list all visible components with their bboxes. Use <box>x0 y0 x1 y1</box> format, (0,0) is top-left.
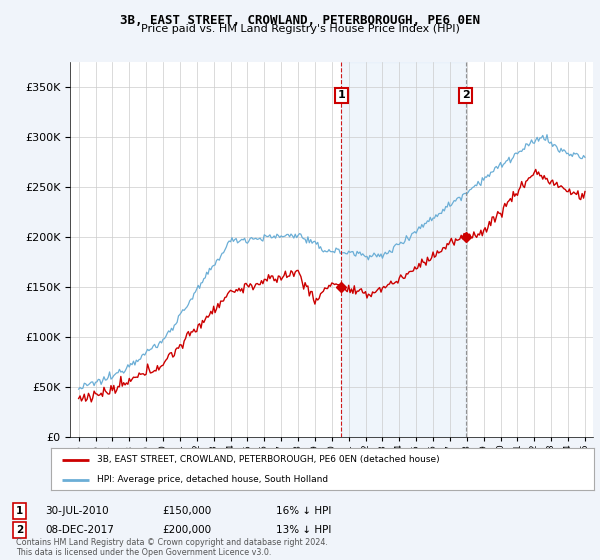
Text: 3B, EAST STREET, CROWLAND, PETERBOROUGH, PE6 0EN: 3B, EAST STREET, CROWLAND, PETERBOROUGH,… <box>120 14 480 27</box>
Text: 08-DEC-2017: 08-DEC-2017 <box>45 525 114 535</box>
Text: Price paid vs. HM Land Registry's House Price Index (HPI): Price paid vs. HM Land Registry's House … <box>140 24 460 34</box>
Bar <box>341 62 466 437</box>
Text: 13% ↓ HPI: 13% ↓ HPI <box>276 525 331 535</box>
Text: 1: 1 <box>338 90 345 100</box>
Text: HPI: Average price, detached house, South Holland: HPI: Average price, detached house, Sout… <box>97 475 328 484</box>
Text: 16% ↓ HPI: 16% ↓ HPI <box>276 506 331 516</box>
Text: 1: 1 <box>16 506 23 516</box>
Text: £150,000: £150,000 <box>162 506 211 516</box>
Text: Contains HM Land Registry data © Crown copyright and database right 2024.
This d: Contains HM Land Registry data © Crown c… <box>16 538 328 557</box>
Text: 2: 2 <box>16 525 23 535</box>
Text: 30-JUL-2010: 30-JUL-2010 <box>45 506 109 516</box>
Text: £200,000: £200,000 <box>162 525 211 535</box>
Text: 2: 2 <box>462 90 470 100</box>
Text: 3B, EAST STREET, CROWLAND, PETERBOROUGH, PE6 0EN (detached house): 3B, EAST STREET, CROWLAND, PETERBOROUGH,… <box>97 455 440 464</box>
